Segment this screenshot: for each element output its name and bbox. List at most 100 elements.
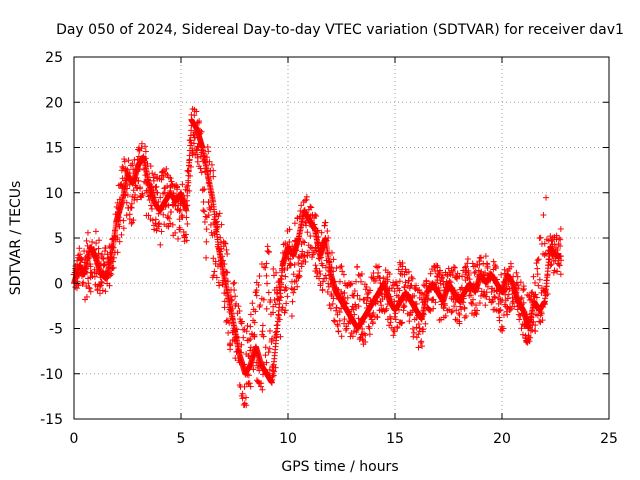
data-point (177, 206, 184, 213)
data-point (205, 148, 212, 155)
data-point (124, 192, 131, 199)
data-point (193, 147, 200, 154)
data-point (106, 282, 113, 289)
data-point (99, 287, 106, 294)
data-point (536, 318, 543, 325)
data-point (236, 307, 243, 314)
data-point (184, 220, 191, 227)
x-tick-label: 0 (70, 431, 79, 447)
data-point (253, 292, 260, 299)
data-point (265, 289, 272, 296)
data-point (126, 216, 133, 223)
data-point (80, 279, 87, 286)
data-point (491, 262, 498, 269)
data-point (210, 272, 217, 279)
data-point (238, 341, 245, 348)
data-point (214, 223, 221, 230)
data-point (161, 189, 168, 196)
data-point (110, 258, 117, 265)
data-point (184, 192, 191, 199)
data-point (223, 246, 230, 253)
data-point (244, 322, 251, 329)
data-point (118, 231, 125, 238)
data-point (366, 331, 373, 338)
data-point (197, 127, 204, 134)
data-point (218, 253, 225, 260)
data-point (185, 179, 192, 186)
data-point (139, 192, 146, 199)
data-point (406, 318, 413, 325)
data-point (142, 148, 149, 155)
data-point (155, 198, 162, 205)
data-point (125, 157, 132, 164)
data-point (231, 279, 238, 286)
data-point (249, 300, 256, 307)
data-point (498, 271, 505, 278)
data-point (179, 181, 186, 188)
data-point (246, 380, 253, 387)
data-point (265, 349, 272, 356)
data-point (158, 228, 165, 235)
data-point (517, 279, 524, 286)
data-point (221, 261, 228, 268)
data-point (83, 237, 90, 244)
x-tick-label: 20 (493, 431, 511, 447)
data-point (172, 229, 179, 236)
data-point (151, 194, 158, 201)
data-point (144, 160, 151, 167)
data-point (203, 238, 210, 245)
data-point (177, 226, 184, 233)
data-point (194, 158, 201, 165)
data-point (188, 139, 195, 146)
data-point (189, 145, 196, 152)
data-point (193, 108, 200, 115)
data-point (204, 154, 211, 161)
data-point (203, 254, 210, 261)
data-point (168, 178, 175, 185)
data-point (153, 183, 160, 190)
data-point (234, 333, 241, 340)
data-point (186, 156, 193, 163)
data-point (190, 140, 197, 147)
x-tick-label: 25 (600, 431, 618, 447)
data-point (251, 333, 258, 340)
data-point (401, 303, 408, 310)
data-point (245, 337, 252, 344)
data-point (256, 273, 263, 280)
data-point (202, 213, 209, 220)
data-point (269, 363, 276, 370)
y-tick-label: 20 (45, 95, 63, 111)
data-point (156, 220, 163, 227)
data-point (247, 336, 254, 343)
data-point (532, 327, 539, 334)
data-point (87, 263, 94, 270)
data-point (87, 288, 94, 295)
data-point (304, 229, 311, 236)
chart-title: Day 050 of 2024, Sidereal Day-to-day VTE… (56, 22, 624, 38)
data-point (265, 249, 272, 256)
data-point (238, 318, 245, 325)
data-point (232, 355, 239, 362)
data-point (333, 304, 340, 311)
data-point (241, 361, 248, 368)
data-point (227, 342, 234, 349)
data-point (427, 270, 434, 277)
data-point (284, 293, 291, 300)
data-point (78, 256, 85, 263)
data-point (418, 338, 425, 345)
data-point (219, 257, 226, 264)
data-point (354, 263, 361, 270)
data-point (239, 390, 246, 397)
data-point (123, 212, 130, 219)
data-point (490, 258, 497, 265)
data-point (201, 218, 208, 225)
data-point (110, 254, 117, 261)
data-point (186, 187, 193, 194)
data-point (126, 170, 133, 177)
data-point (130, 187, 137, 194)
data-point (307, 233, 314, 240)
data-point (324, 228, 331, 235)
data-point (217, 234, 224, 241)
data-point (263, 272, 270, 279)
